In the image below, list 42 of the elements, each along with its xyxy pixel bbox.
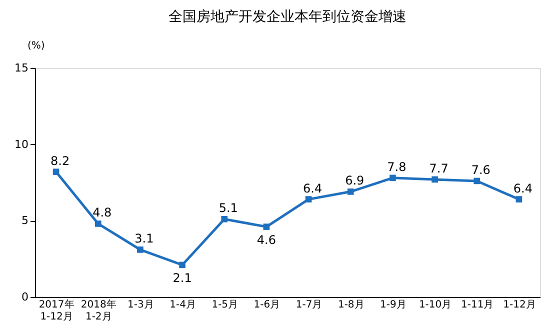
x-tick-label: 1-10月 — [418, 300, 452, 310]
x-tick-label: 1-5月 — [212, 300, 238, 310]
y-tick-label: 0 — [22, 290, 28, 304]
data-label: 4.8 — [92, 206, 112, 220]
x-tick-label: 1-9月 — [380, 300, 406, 310]
point — [263, 224, 270, 230]
point — [52, 168, 60, 175]
data-label: 7.7 — [429, 161, 448, 176]
x-tick-label: 1-8月 — [338, 300, 364, 310]
data-label: 6.4 — [513, 181, 533, 196]
x-tick-label: 1-12月 — [503, 300, 536, 310]
x-tick-label: 1-7月 — [296, 300, 322, 310]
y-tick-label: 15 — [14, 62, 28, 74]
point — [432, 176, 438, 183]
point — [94, 220, 102, 227]
data-label: 6.9 — [345, 174, 364, 188]
data-label: 7.6 — [471, 162, 490, 177]
y-tick-label: 5 — [22, 214, 28, 228]
point — [221, 216, 228, 222]
x-tick-label: 1-3月 — [128, 300, 154, 310]
data-label: 2.1 — [172, 270, 192, 285]
data-label: 5.1 — [218, 201, 238, 216]
data-label: 4.6 — [256, 232, 276, 247]
point — [137, 246, 144, 253]
x-tick-label: 1-4月 — [170, 300, 196, 310]
data-label: 3.1 — [134, 232, 154, 246]
x-tick-label: 1-11月 — [461, 300, 494, 310]
point — [516, 196, 522, 202]
point — [474, 178, 480, 184]
y-axis-title: (%) — [28, 40, 45, 52]
chart-title: 全国房地产开发企业本年到位资金增速 — [168, 9, 406, 25]
data-label: 7.8 — [387, 160, 406, 174]
data-label: 6.4 — [302, 181, 322, 196]
point — [390, 174, 396, 182]
x-tick-label: 2018年 1-2月 — [80, 298, 116, 322]
point — [179, 262, 186, 268]
x-tick-label: 2017年 1-12月 — [38, 298, 74, 322]
data-label: 8.2 — [50, 154, 70, 168]
point — [305, 196, 312, 202]
x-tick-label: 1-6月 — [254, 300, 280, 310]
point — [347, 188, 354, 195]
y-tick-label: 10 — [14, 138, 28, 151]
